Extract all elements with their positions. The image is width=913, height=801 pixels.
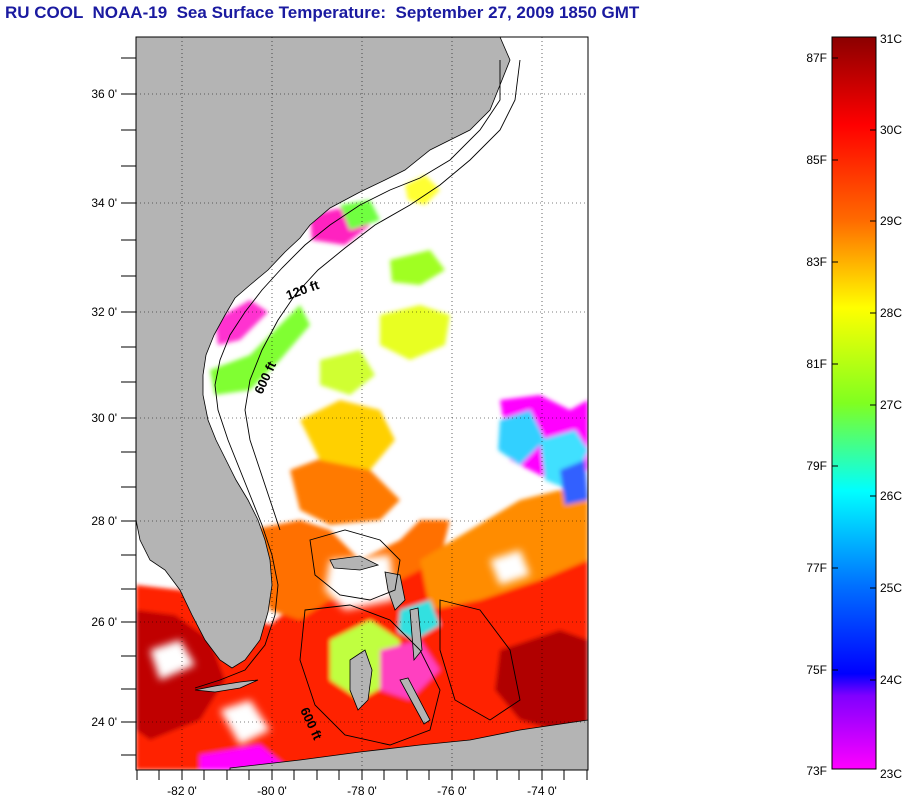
sst-patch-green-2 bbox=[390, 250, 445, 285]
sst-patch-blue-1 bbox=[560, 460, 588, 505]
map-area: 120 ft 600 ft 600 ft bbox=[136, 37, 588, 770]
lat-label-30: 30 0' bbox=[91, 411, 117, 425]
cb-f-83: 83F bbox=[806, 255, 827, 269]
sst-patch-green-1 bbox=[210, 305, 310, 395]
cb-c-28: 28C bbox=[880, 306, 902, 320]
lat-label-36: 36 0' bbox=[91, 87, 117, 101]
map-title: RU COOL NOAA-19 Sea Surface Temperature:… bbox=[5, 3, 640, 22]
sst-patch-yellow-3 bbox=[320, 350, 375, 395]
sst-patch-cyan-1 bbox=[498, 410, 545, 465]
us-mainland bbox=[136, 37, 511, 669]
sst-patch-magenta-2 bbox=[215, 300, 268, 345]
sst-patch-darkred-east bbox=[495, 630, 588, 740]
colorbar: 87F 85F 83F 81F 79F 77F 75F 73F 31C 30C … bbox=[806, 32, 902, 781]
sst-patch-mixed-bahamas-2 bbox=[380, 640, 440, 700]
sst-patch-orange-2 bbox=[420, 490, 588, 610]
cb-c-24: 24C bbox=[880, 673, 902, 687]
andros-island bbox=[349, 649, 373, 711]
lon-label-80: -80 0' bbox=[257, 784, 287, 798]
contour-bahamas-3 bbox=[439, 599, 521, 721]
cb-c-25: 25C bbox=[880, 581, 902, 595]
contour-120ft bbox=[194, 60, 501, 689]
colorbar-ticks-left bbox=[832, 57, 838, 770]
lat-label-34: 34 0' bbox=[91, 196, 117, 210]
cb-c-23: 23C bbox=[880, 767, 902, 781]
contour-600ft bbox=[244, 59, 521, 531]
exuma bbox=[399, 677, 431, 725]
colorbar-ticks-right bbox=[870, 36, 876, 770]
lon-label-74: -74 0' bbox=[527, 784, 557, 798]
sst-patch-yellow-2 bbox=[380, 305, 450, 360]
cb-f-79: 79F bbox=[806, 459, 827, 473]
sst-patch-orange-3 bbox=[290, 455, 400, 525]
cb-c-29: 29C bbox=[880, 214, 902, 228]
cb-f-87: 87F bbox=[806, 51, 827, 65]
contour-bahamas-2 bbox=[299, 604, 441, 746]
cb-f-81: 81F bbox=[806, 357, 827, 371]
eleuthera bbox=[409, 607, 423, 662]
contour-bahamas bbox=[309, 529, 401, 601]
cuba-coast bbox=[229, 719, 588, 770]
colorbar-gradient bbox=[831, 36, 877, 770]
cb-f-73: 73F bbox=[806, 764, 827, 778]
lon-label-78: -78 0' bbox=[347, 784, 377, 798]
keys bbox=[194, 679, 259, 693]
cb-f-75: 75F bbox=[806, 663, 827, 677]
lat-label-28: 28 0' bbox=[91, 514, 117, 528]
land bbox=[136, 37, 511, 669]
lon-label-82: -82 0' bbox=[167, 784, 197, 798]
cb-c-30: 30C bbox=[880, 123, 902, 137]
lon-ticks bbox=[136, 770, 588, 780]
cb-c-31: 31C bbox=[880, 32, 902, 46]
grand-bahama bbox=[329, 555, 380, 571]
lon-label-76: -76 0' bbox=[437, 784, 467, 798]
lat-label-24: 24 0' bbox=[91, 715, 117, 729]
graticule bbox=[136, 37, 588, 770]
cb-c-26: 26C bbox=[880, 489, 902, 503]
sst-patch-darkred bbox=[136, 610, 225, 740]
sst-patch-green-ne bbox=[340, 200, 380, 230]
islands bbox=[194, 555, 588, 770]
sst-patch-yellow-ne bbox=[405, 175, 440, 205]
sst-patch-yellow-1 bbox=[300, 400, 395, 470]
cb-f-85: 85F bbox=[806, 153, 827, 167]
cb-f-77: 77F bbox=[806, 561, 827, 575]
lat-label-32: 32 0' bbox=[91, 305, 117, 319]
lat-ticks bbox=[121, 57, 136, 756]
cb-c-27: 27C bbox=[880, 398, 902, 412]
lat-label-26: 26 0' bbox=[91, 615, 117, 629]
bathymetry-contours bbox=[194, 59, 521, 746]
